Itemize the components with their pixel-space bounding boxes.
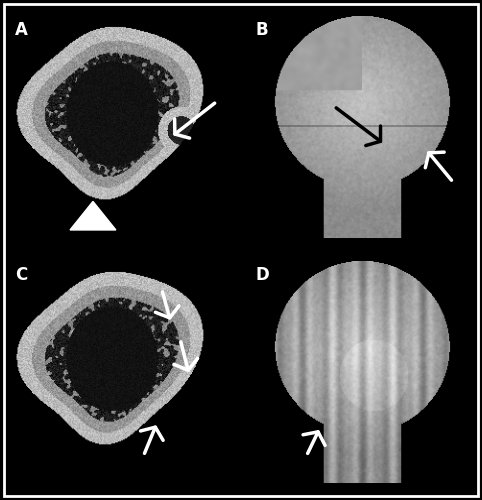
Text: C: C bbox=[15, 266, 27, 283]
Polygon shape bbox=[70, 202, 116, 230]
Text: D: D bbox=[256, 266, 270, 283]
Text: A: A bbox=[15, 20, 28, 38]
Text: B: B bbox=[256, 20, 268, 38]
